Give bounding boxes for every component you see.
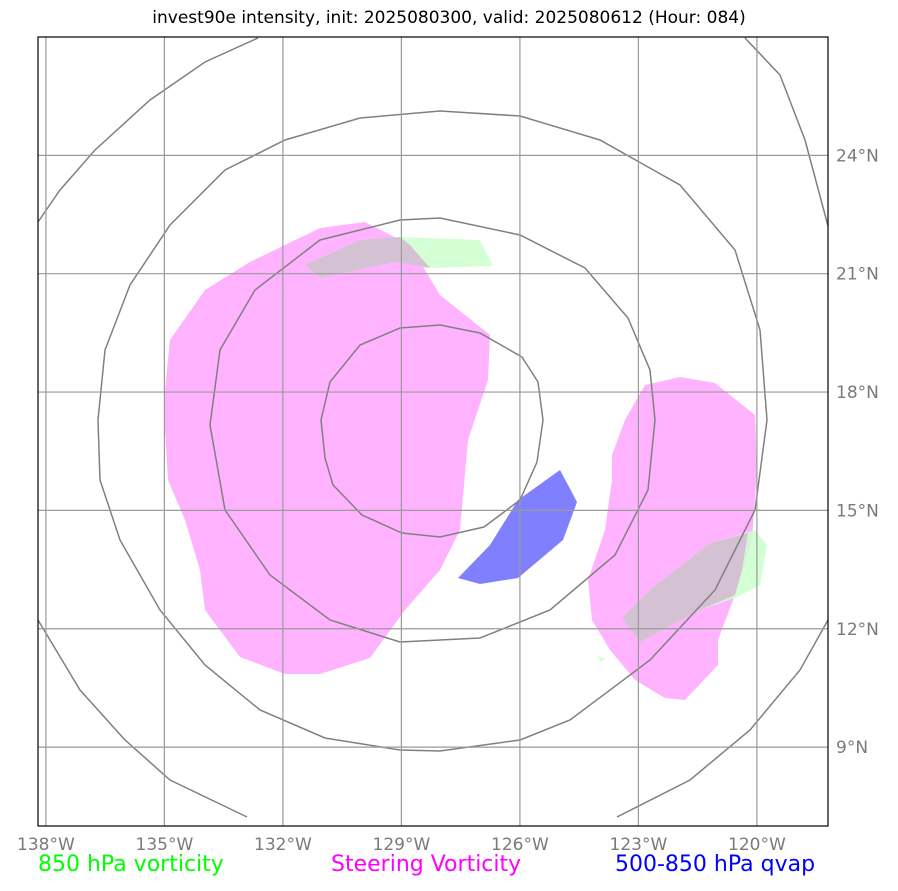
legend-steering-vorticity: Steering Vorticity [331, 852, 522, 877]
longitude-tick-label: 120°W [728, 835, 786, 855]
qvap-layer [458, 470, 577, 584]
longitude-tick-label: 138°W [17, 835, 75, 855]
longitude-tick-label: 123°W [610, 835, 668, 855]
ring-4-lower-left [37, 619, 248, 818]
qvap-region [458, 470, 577, 584]
map-title: invest90e intensity, init: 2025080300, v… [152, 8, 746, 28]
latitude-tick-label: 9°N [836, 738, 868, 758]
longitude-tick-label: 126°W [491, 835, 549, 855]
longitude-tick-label: 132°W [254, 835, 312, 855]
legend-vorticity-850: 850 hPa vorticity [38, 852, 224, 877]
ring-4-upper [37, 37, 259, 223]
latitude-tick-label: 18°N [836, 383, 879, 403]
vorticity-850-speck [598, 656, 606, 662]
map-frame [37, 36, 829, 827]
overlap-region-north [305, 237, 430, 278]
latitude-labels: 9°N 12°N 15°N 18°N 21°N 24°N [836, 146, 879, 758]
graticule [38, 37, 828, 826]
distance-rings [37, 37, 829, 818]
overlap-region-southeast [622, 533, 748, 642]
longitude-labels: 138°W 135°W 132°W 129°W 126°W 123°W 120°W [17, 835, 786, 855]
legend-qvap: 500-850 hPa qvap [615, 852, 816, 877]
ring-2 [209, 217, 656, 643]
ring-4-right [744, 37, 829, 227]
longitude-tick-label: 135°W [136, 835, 194, 855]
latitude-tick-label: 15°N [836, 501, 879, 521]
steering-vorticity-layer [165, 222, 757, 700]
latitude-tick-label: 21°N [836, 265, 879, 285]
longitude-tick-label: 129°W [373, 835, 431, 855]
ring-1 [320, 324, 544, 538]
ring-3 [97, 110, 768, 752]
overlap-layer [305, 237, 748, 642]
steering-vorticity-region-west [165, 222, 490, 674]
ring-4-lower-right [616, 619, 829, 818]
latitude-tick-label: 12°N [836, 620, 879, 640]
latitude-tick-label: 24°N [836, 146, 879, 166]
